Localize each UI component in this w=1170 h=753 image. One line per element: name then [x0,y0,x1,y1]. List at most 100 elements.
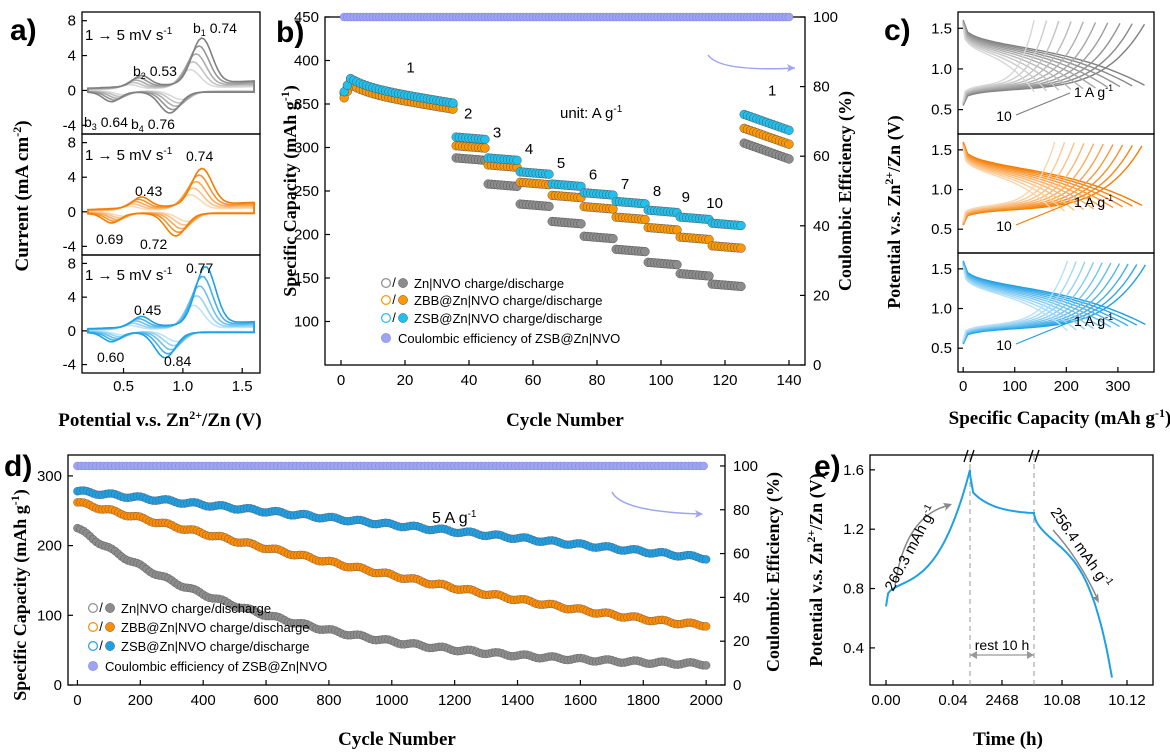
legend-label: ZBB@Zn|NVO charge/discharge [121,620,310,635]
b-xtick-label: 60 [525,372,542,389]
charge-arrowhead [943,503,952,511]
panel-b-unit-note: unit: A g-1 [560,104,623,122]
legend-filled-marker [105,641,115,651]
panel-b: b) 0 20 40 60 80 100 120 1401001502002503003504… [276,9,856,431]
discharge-arrow [1052,529,1099,601]
panel-d-ce-arrowhead [695,510,703,518]
ce-point [699,461,708,471]
e-ytick-label: 1.2 [843,521,864,538]
panel-d-xlabel: Cycle Number [338,729,456,750]
c-ytick-label: 1.5 [931,20,952,37]
legend-slash: / [392,275,396,290]
panel-a-label: a) [10,14,37,47]
c-rate-arrow [1015,321,1071,345]
b-ytick-label: 100 [294,314,319,331]
capacity-point [544,201,554,212]
c-rate-arrow [1015,92,1071,116]
rate-label: 8 [653,183,661,200]
rate-label: 9 [682,189,690,206]
discharge-curve [962,262,1129,327]
d-ytick-label: 300 [37,468,62,485]
capacity-point [736,281,746,292]
a-xtick-label: 0.5 [113,378,134,395]
capacity-point [544,169,554,179]
b-xtick-label: 100 [648,372,673,389]
b-y2tick-label: 40 [813,218,830,235]
b-xtick-label: 40 [461,372,478,389]
panel-b-legend: / Zn|NVO charge/discharge / ZBB@Zn|NVO char… [381,275,620,346]
panel-a-ylabel: Current (mA cm-2) [10,120,33,271]
b-y2tick-label: 80 [813,79,830,96]
peak-blue-045: 0.45 [134,302,161,318]
legend-open-marker [381,313,392,324]
d-xtick-label: 1800 [627,692,660,709]
capacity-point [784,125,794,135]
b-ytick-label: 450 [294,9,319,26]
capacity-point [736,243,746,253]
b-xtick-label: 120 [712,372,737,389]
discharge-curve [962,266,1077,331]
b-ytick-label: 300 [294,140,319,157]
d-xtick-label: 0 [73,692,81,709]
panel-e-ticks: 0.4 0.8 1.2 1.6 0.00 0.04 2468 10.08 10.12 [843,462,1146,709]
panel-c-xlabel: Specific Capacity (mAh g-1) [949,406,1170,429]
b-y2tick-label: 0 [813,357,821,374]
peak-blue-077: 0.77 [186,260,213,276]
cv-curve [87,174,255,234]
legend-slash: / [392,310,396,325]
panel-b-ylabel: Specific Capacity (mAh g-1) [278,85,301,296]
d-y2tick-label: 100 [733,458,758,475]
discharge-curve [962,261,1138,326]
b-y2tick-label: 20 [813,287,830,304]
discharge-curve [962,144,1104,209]
legend-filled-marker [398,295,408,305]
discharge-arrowhead [1092,593,1099,603]
d-xtick-label: 1400 [501,692,534,709]
discharge-curve [962,148,1056,213]
legend-marker [381,333,391,343]
cv-curve [87,53,255,108]
c-ytick-label: 1.0 [931,61,952,78]
charge-curve [962,20,1048,103]
panel-d-points [73,461,711,670]
charge-curve [962,264,1146,345]
cv-curve [87,304,255,343]
a-ytick-label: -4 [63,357,76,374]
capacity-point [640,214,650,225]
b-xtick-label: 80 [589,372,606,389]
c-rate-low-label: 10 [996,218,1012,234]
a-ytick-label: 4 [68,289,76,306]
capacity-point [701,555,711,564]
panel-d-label: d) [4,450,32,483]
discharge-curve [962,20,1133,87]
legend-slash: / [99,619,103,634]
discharge-curve [962,22,1096,89]
a-xtick-label: 1.0 [172,378,193,395]
c-rate-high-label: 1 A g-1 [1074,83,1113,100]
rate-label: 2 [464,105,472,122]
panel-e: e) 0.4 0.8 1.2 1.6 0.00 0.04 2468 10.08 10.12 re… [804,449,1154,750]
peak-blue-060: 0.60 [97,349,124,365]
panel-c-label: c) [884,14,911,47]
e-ytick-label: 0.8 [843,581,864,598]
panel-e-xlabel: Time (h) [973,729,1043,750]
c-ytick-label: 1.5 [931,261,952,278]
d-ytick-label: 100 [37,607,62,624]
rest-label: rest 10 h [975,637,1029,653]
peak-orange-069: 0.69 [96,231,123,247]
charge-curve [962,19,1035,102]
d-ytick-label: 0 [54,677,62,694]
charge-curve [962,143,1085,223]
b-y2tick-label: 100 [813,9,838,26]
b-ytick-label: 350 [294,96,319,113]
discharge-curve [962,267,1068,332]
panel-b-ce-arrow [707,54,796,70]
d-y2tick-label: 20 [733,633,750,650]
peak-b1-label: b1 0.74 [193,20,237,38]
panel-c-annotations: 1 A g-1 10 1 A g-1 10 1 A g-1 10 [996,83,1113,353]
c-rate-arrow [1015,202,1071,226]
legend-open-marker [87,640,98,651]
discharge-curve [962,147,1065,212]
discharge-curve [962,146,1085,211]
c-ytick-label: 1.0 [931,182,952,199]
